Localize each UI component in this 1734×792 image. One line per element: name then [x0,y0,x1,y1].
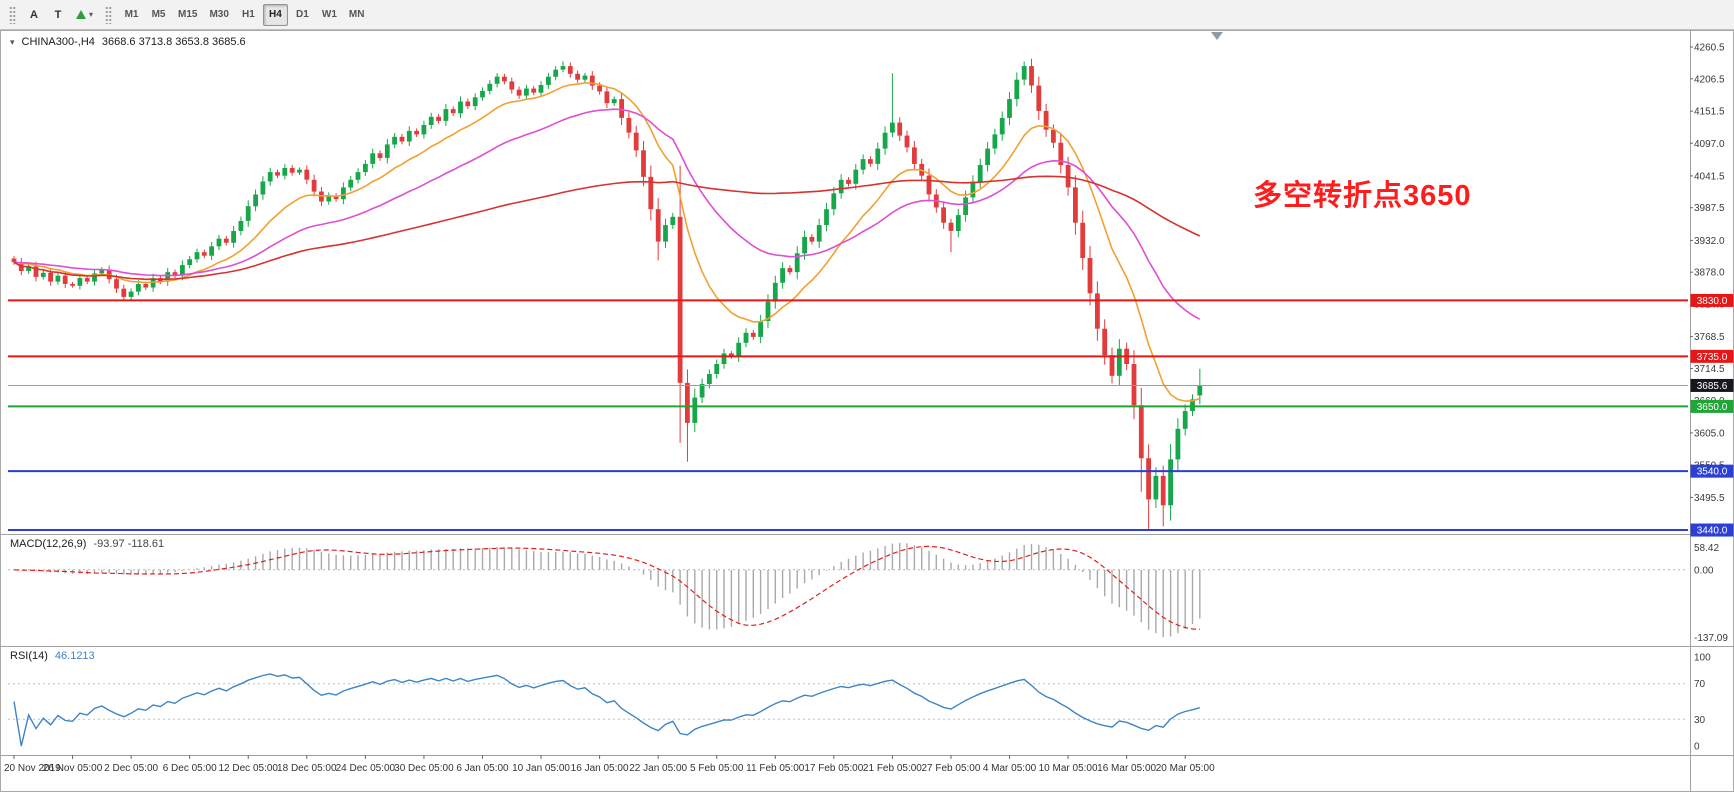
svg-text:3650.0: 3650.0 [1697,402,1728,413]
macd-name: MACD(12,26,9) [10,538,87,550]
svg-text:21 Feb 05:00: 21 Feb 05:00 [863,763,922,774]
svg-text:3495.5: 3495.5 [1694,493,1725,504]
chart-annotation-text[interactable]: 多空转折点3650 [1253,180,1472,212]
annotation-tool-button[interactable]: A [23,4,45,26]
rsi-panel [8,683,1688,720]
toolbar: A T ▾ M1 M5 M15 M30 H1 H4 D1 W1 MN [0,0,1734,30]
svg-text:22 Jan 05:00: 22 Jan 05:00 [629,763,687,774]
macd-values: -93.97 -118.61 [93,538,165,550]
svg-text:20 Mar 05:00: 20 Mar 05:00 [1156,763,1215,774]
rsi-axis[interactable]: 100 70 30 0 [1694,653,1711,753]
arrow-tools-dropdown-button[interactable]: ▾ [71,4,98,26]
svg-text:6 Jan 05:00: 6 Jan 05:00 [456,763,509,774]
svg-text:16 Mar 05:00: 16 Mar 05:00 [1097,763,1156,774]
chart-ohlc-values: 3668.6 3713.8 3653.8 3685.6 [101,36,246,48]
svg-text:3932.0: 3932.0 [1694,236,1725,247]
svg-text:20 Nov 2019: 20 Nov 2019 [4,763,61,774]
svg-text:5 Feb 05:00: 5 Feb 05:00 [690,763,744,774]
svg-text:24 Dec 05:00: 24 Dec 05:00 [336,763,396,774]
rsi-indicator-title: RSI(14) 46.1213 [10,650,95,662]
timeframe-toolbar-grip[interactable] [105,5,113,24]
chevron-down-icon: ▾ [89,10,94,19]
timeframe-h4-button[interactable]: H4 [262,3,288,26]
svg-text:3735.0: 3735.0 [1697,352,1728,363]
chart-shift-marker[interactable] [1211,32,1223,40]
arrow-icon [76,10,86,19]
price-badges: 3830.0 3735.0 3685.6 3650.0 3540.0 3440.0 [1690,293,1734,537]
text-tool-button[interactable]: T [47,4,69,26]
macd-histogram [20,542,1201,638]
svg-text:30: 30 [1694,715,1706,726]
timeframe-m15-button[interactable]: M15 [173,4,202,26]
svg-text:3440.0: 3440.0 [1697,526,1728,537]
svg-text:16 Jan 05:00: 16 Jan 05:00 [571,763,629,774]
svg-text:4 Mar 05:00: 4 Mar 05:00 [983,763,1037,774]
svg-text:27 Feb 05:00: 27 Feb 05:00 [921,763,980,774]
svg-text:100: 100 [1694,653,1711,664]
svg-text:4260.5: 4260.5 [1694,43,1725,54]
svg-text:30 Dec 05:00: 30 Dec 05:00 [394,763,454,774]
svg-text:3714.5: 3714.5 [1694,364,1725,375]
ma-fast-line [13,82,1201,402]
level-lines[interactable] [8,299,1688,532]
rsi-name: RSI(14) [10,650,48,662]
ma-slow-line [13,175,1201,281]
rsi-value: 46.1213 [54,650,95,662]
chart-symbol-period: CHINA300-,H4 [21,36,95,48]
svg-text:0: 0 [1694,742,1700,753]
timeframe-m30-button[interactable]: M30 [204,4,233,26]
toolbar-grip[interactable] [9,5,16,24]
svg-text:0.00: 0.00 [1694,565,1714,576]
svg-text:3830.0: 3830.0 [1697,296,1728,307]
svg-text:10 Mar 05:00: 10 Mar 05:00 [1039,763,1098,774]
timeframe-m5-button[interactable]: M5 [146,4,171,26]
macd-indicator-title: MACD(12,26,9) -93.97 -118.61 [10,538,164,550]
svg-text:17 Feb 05:00: 17 Feb 05:00 [804,763,863,774]
svg-text:3540.0: 3540.0 [1697,467,1728,478]
timeframe-d1-button[interactable]: D1 [290,4,315,26]
svg-text:18 Dec 05:00: 18 Dec 05:00 [277,763,337,774]
svg-text:70: 70 [1694,679,1706,690]
rsi-line [13,673,1200,747]
timeframe-m1-button[interactable]: M1 [119,4,144,26]
svg-text:3987.5: 3987.5 [1694,203,1725,214]
ma-mid-line [13,108,1201,320]
svg-text:4041.5: 4041.5 [1694,171,1725,182]
svg-text:26 Nov 05:00: 26 Nov 05:00 [43,763,103,774]
svg-text:4097.0: 4097.0 [1694,139,1725,150]
svg-text:12 Dec 05:00: 12 Dec 05:00 [218,763,278,774]
chart-collapse-icon[interactable]: ▾ [10,36,15,47]
svg-text:10 Jan 05:00: 10 Jan 05:00 [512,763,570,774]
macd-signal-line [13,545,1200,630]
svg-text:4151.5: 4151.5 [1694,107,1725,118]
svg-text:11 Feb 05:00: 11 Feb 05:00 [746,763,805,774]
svg-text:3685.6: 3685.6 [1697,381,1728,392]
svg-text:58.42: 58.42 [1694,543,1719,554]
svg-text:-137.09: -137.09 [1694,633,1728,644]
candles [11,58,1203,529]
svg-text:3605.0: 3605.0 [1694,428,1725,439]
chart-title: ▾ CHINA300-,H4 3668.6 3713.8 3653.8 3685… [10,36,246,48]
timeframe-w1-button[interactable]: W1 [317,4,342,26]
svg-text:4206.5: 4206.5 [1694,74,1725,85]
svg-text:6 Dec 05:00: 6 Dec 05:00 [163,763,217,774]
svg-text:3768.5: 3768.5 [1694,332,1725,343]
macd-axis[interactable]: 58.42 0.00 -137.09 [1694,543,1728,644]
svg-text:3878.0: 3878.0 [1694,268,1725,279]
timeframe-h1-button[interactable]: H1 [236,4,261,26]
svg-text:2 Dec 05:00: 2 Dec 05:00 [104,763,158,774]
chart-frame [0,30,1734,792]
timeframe-mn-button[interactable]: MN [344,4,370,26]
